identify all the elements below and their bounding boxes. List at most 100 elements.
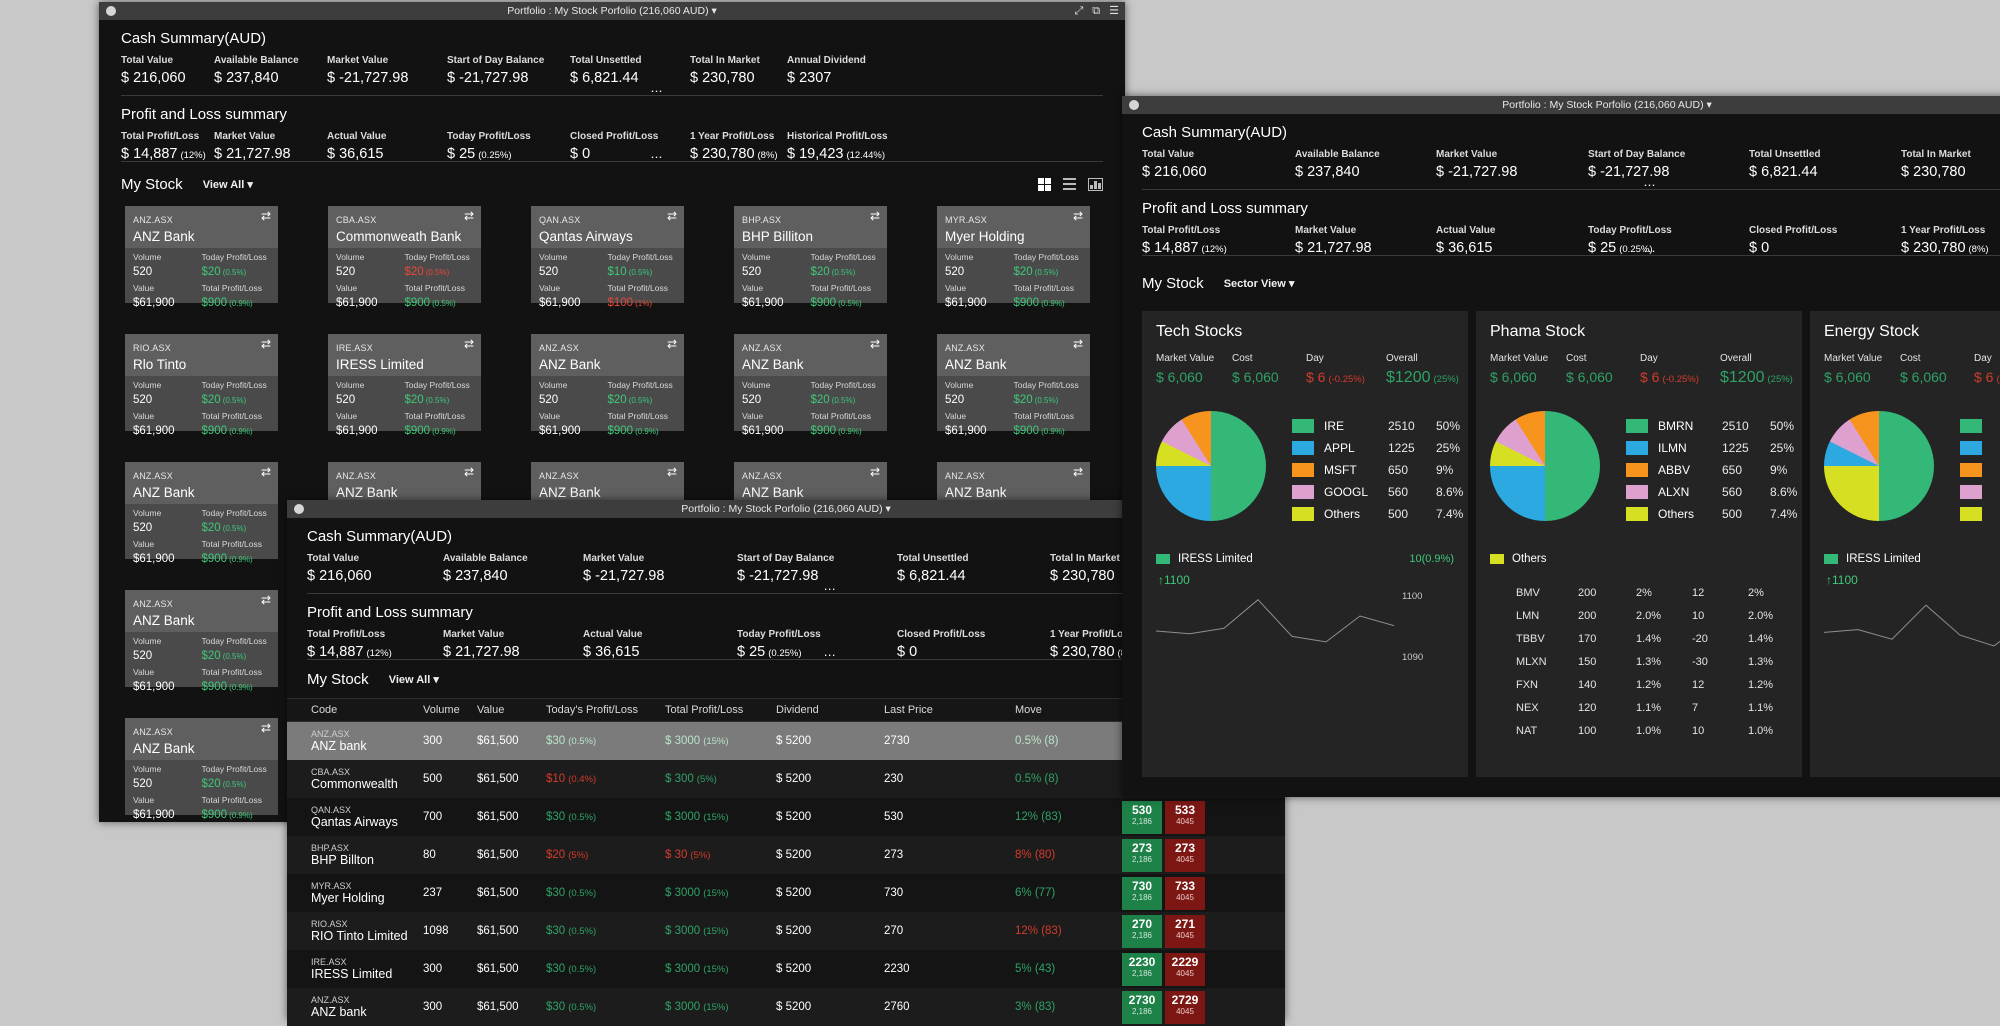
list-view-icon[interactable] bbox=[1063, 177, 1076, 191]
card-field-label: Value bbox=[742, 411, 764, 421]
swap-icon[interactable]: ⇄ bbox=[260, 593, 271, 607]
ask-box[interactable]: 2229 4045 bbox=[1165, 952, 1205, 986]
cell-dividend: $ 5200 bbox=[776, 811, 812, 823]
swap-icon[interactable]: ⇄ bbox=[1072, 209, 1083, 223]
summary-value: $ 19,423 (12.44%) bbox=[787, 146, 886, 162]
window-title[interactable]: Portfolio : My Stock Porfolio (216,060 A… bbox=[681, 503, 891, 515]
bid-box[interactable]: 270 2,186 bbox=[1122, 914, 1162, 948]
swap-icon[interactable]: ⇄ bbox=[1072, 337, 1083, 351]
cell-today-pl: $30 (0.5%) bbox=[546, 811, 597, 823]
card-field-label: Volume bbox=[742, 252, 771, 262]
window-titlebar[interactable]: Portfolio : My Stock Porfolio (216,060 A… bbox=[99, 2, 1125, 20]
show-more-dots[interactable]: ... bbox=[651, 84, 664, 94]
swap-icon[interactable]: ⇄ bbox=[1072, 465, 1083, 479]
swap-icon[interactable]: ⇄ bbox=[869, 209, 880, 223]
stock-name: Qantas Airways bbox=[311, 815, 398, 829]
swap-icon[interactable]: ⇄ bbox=[666, 209, 677, 223]
swap-icon[interactable]: ⇄ bbox=[463, 337, 474, 351]
summary-column: 1 Year Profit/Loss $ 230,780(8%) bbox=[690, 131, 787, 162]
summary-label: Market Value bbox=[214, 131, 276, 142]
stock-card[interactable]: ANZ.ASX ⇄ ANZ Bank Volume 520 Today Profit/Lo… bbox=[734, 334, 887, 437]
stock-card[interactable]: CBA.ASX ⇄ Commonweath Bank Volume 520 Today P… bbox=[328, 206, 481, 309]
stock-card[interactable]: ANZ.ASX ⇄ ANZ Bank Volume 520 Today Profit/Lo… bbox=[125, 462, 278, 565]
my-stock-bar: My Stock View All ▾ bbox=[307, 660, 1265, 698]
ask-box[interactable]: 271 4045 bbox=[1165, 914, 1205, 948]
summary-column: Total Value $ 216,060 bbox=[307, 553, 443, 584]
stock-card[interactable]: ANZ.ASX ⇄ ANZ Bank Volume 520 Today Profit/Lo… bbox=[531, 334, 684, 437]
bid-box[interactable]: 2230 2,186 bbox=[1122, 952, 1162, 986]
show-more-dots[interactable]: ... bbox=[1644, 244, 1657, 254]
stock-card[interactable]: IRE.ASX ⇄ IRESS Limited Volume 520 Today Prof… bbox=[328, 334, 481, 437]
card-value-value: $61,900 bbox=[945, 297, 987, 309]
stock-card[interactable]: MYR.ASX ⇄ Myer Holding Volume 520 Today Profi… bbox=[937, 206, 1090, 309]
swap-icon[interactable]: ⇄ bbox=[666, 465, 677, 479]
ask-box[interactable]: 533 4045 bbox=[1165, 800, 1205, 834]
panel-stat: Cost $ 6,060 bbox=[1566, 353, 1640, 387]
expand-icon[interactable]: ⤢ bbox=[1074, 5, 1084, 17]
stock-card[interactable]: ANZ.ASX ⇄ ANZ Bank Volume 520 Today Profit/Lo… bbox=[125, 206, 278, 309]
window-menu-button[interactable] bbox=[1129, 100, 1139, 110]
bid-size: 2,186 bbox=[1131, 854, 1153, 864]
swap-icon[interactable]: ⇄ bbox=[666, 337, 677, 351]
card-value-value: $61,900 bbox=[742, 425, 784, 437]
hamburger-icon[interactable]: ☰ bbox=[1109, 5, 1119, 17]
summary-column: Today Profit/Loss $ 25 (0.25%) bbox=[737, 629, 897, 660]
detail-header: IRESS Limited bbox=[1824, 553, 2000, 565]
card-total-pl-value-pct: (0.5%) bbox=[432, 299, 456, 308]
stock-name: ANZ Bank bbox=[539, 357, 601, 372]
show-more-dots[interactable]: ... bbox=[651, 150, 664, 160]
table-row[interactable]: RIO.ASX RIO Tinto Limited 1098 $61,500 $30 (0… bbox=[287, 912, 1285, 950]
table-row[interactable]: QAN.ASX Qantas Airways 700 $61,500 $30 (0.5%)… bbox=[287, 798, 1285, 836]
stock-card[interactable]: BHP.ASX ⇄ BHP Billiton Volume 520 Today Profi… bbox=[734, 206, 887, 309]
ask-box[interactable]: 273 4045 bbox=[1165, 838, 1205, 872]
bid-box[interactable]: 530 2,186 bbox=[1122, 800, 1162, 834]
window-menu-button[interactable] bbox=[294, 504, 304, 514]
sector-view-dropdown[interactable]: Sector View ▾ bbox=[1223, 278, 1295, 290]
swap-icon[interactable]: ⇄ bbox=[260, 337, 271, 351]
swap-icon[interactable]: ⇄ bbox=[260, 465, 271, 479]
table-row[interactable]: BHP.ASX BHP Billton 80 $61,500 $20 (5%) $ 30 (5… bbox=[287, 836, 1285, 874]
swap-icon[interactable]: ⇄ bbox=[869, 465, 880, 479]
window-titlebar[interactable]: Portfolio : My Stock Porfolio (216,060 A… bbox=[287, 500, 1285, 518]
stock-card[interactable]: ANZ.ASX ⇄ ANZ Bank Volume 520 Today Profit/Lo… bbox=[937, 334, 1090, 437]
swap-icon[interactable]: ⇄ bbox=[463, 209, 474, 223]
stock-card[interactable]: QAN.ASX ⇄ Qantas Airways Volume 520 Today Pro… bbox=[531, 206, 684, 309]
window-menu-button[interactable] bbox=[106, 6, 116, 16]
stock-card[interactable]: ANZ.ASX ⇄ ANZ Bank Volume 520 Today Profit/Lo… bbox=[125, 590, 278, 693]
bid-box[interactable]: 730 2,186 bbox=[1122, 876, 1162, 910]
ask-box[interactable]: 733 4045 bbox=[1165, 876, 1205, 910]
window-title[interactable]: Portfolio : My Stock Porfolio (216,060 A… bbox=[1502, 99, 1712, 111]
card-field-label: Today Profit/Loss bbox=[404, 380, 470, 390]
window-title[interactable]: Portfolio : My Stock Porfolio (216,060 A… bbox=[507, 5, 717, 17]
table-row[interactable]: ANZ.ASX ANZ bank 300 $61,500 $30 (0.5%) $ 3000… bbox=[287, 722, 1285, 760]
swap-icon[interactable]: ⇄ bbox=[260, 209, 271, 223]
swap-icon[interactable]: ⇄ bbox=[260, 721, 271, 735]
table-row[interactable]: ANZ.ASX ANZ bank 300 $61,500 $30 (0.5%) $ 3000… bbox=[287, 988, 1285, 1026]
column-header: Dividend bbox=[776, 704, 819, 716]
grid-view-icon[interactable] bbox=[1038, 177, 1051, 191]
summary-column: Closed Profit/Loss $ 0 bbox=[897, 629, 1050, 660]
view-all-dropdown[interactable]: View All ▾ bbox=[388, 673, 439, 686]
swap-icon[interactable]: ⇄ bbox=[869, 337, 880, 351]
window-titlebar[interactable]: Portfolio : My Stock Porfolio (216,060 A… bbox=[1122, 96, 2000, 114]
show-more-dots[interactable]: ... bbox=[1644, 178, 1657, 188]
table-row[interactable]: IRE.ASX IRESS Limited 300 $61,500 $30 (0.5%) $… bbox=[287, 950, 1285, 988]
stock-card[interactable]: ANZ.ASX ⇄ ANZ Bank Volume 520 Today Profit/Lo… bbox=[125, 718, 278, 821]
table-row[interactable]: MYR.ASX Myer Holding 237 $61,500 $30 (0.5%) $ … bbox=[287, 874, 1285, 912]
barchart-view-icon[interactable] bbox=[1088, 177, 1103, 191]
stock-card-header: RIO.ASX ⇄ Rlo Tinto bbox=[125, 334, 278, 376]
show-more-dots[interactable]: ... bbox=[824, 582, 837, 592]
card-field-label: Total Profit/Loss bbox=[1013, 283, 1074, 293]
table-row[interactable]: CBA.ASX Commonwealth 500 $61,500 $10 (0.4%) $ … bbox=[287, 760, 1285, 798]
column-header: Today's Profit/Loss bbox=[546, 704, 638, 716]
legend-row: ABBV 650 9% bbox=[1626, 459, 1797, 481]
swap-icon[interactable]: ⇄ bbox=[463, 465, 474, 479]
bid-box[interactable]: 273 2,186 bbox=[1122, 838, 1162, 872]
view-all-dropdown[interactable]: View All ▾ bbox=[202, 178, 253, 191]
popout-icon[interactable]: ⧉ bbox=[1092, 5, 1101, 17]
stock-card[interactable]: RIO.ASX ⇄ Rlo Tinto Volume 520 Today Profit/L… bbox=[125, 334, 278, 437]
show-more-dots[interactable]: ... bbox=[824, 648, 837, 658]
card-field-label: Total Profit/Loss bbox=[607, 283, 668, 293]
